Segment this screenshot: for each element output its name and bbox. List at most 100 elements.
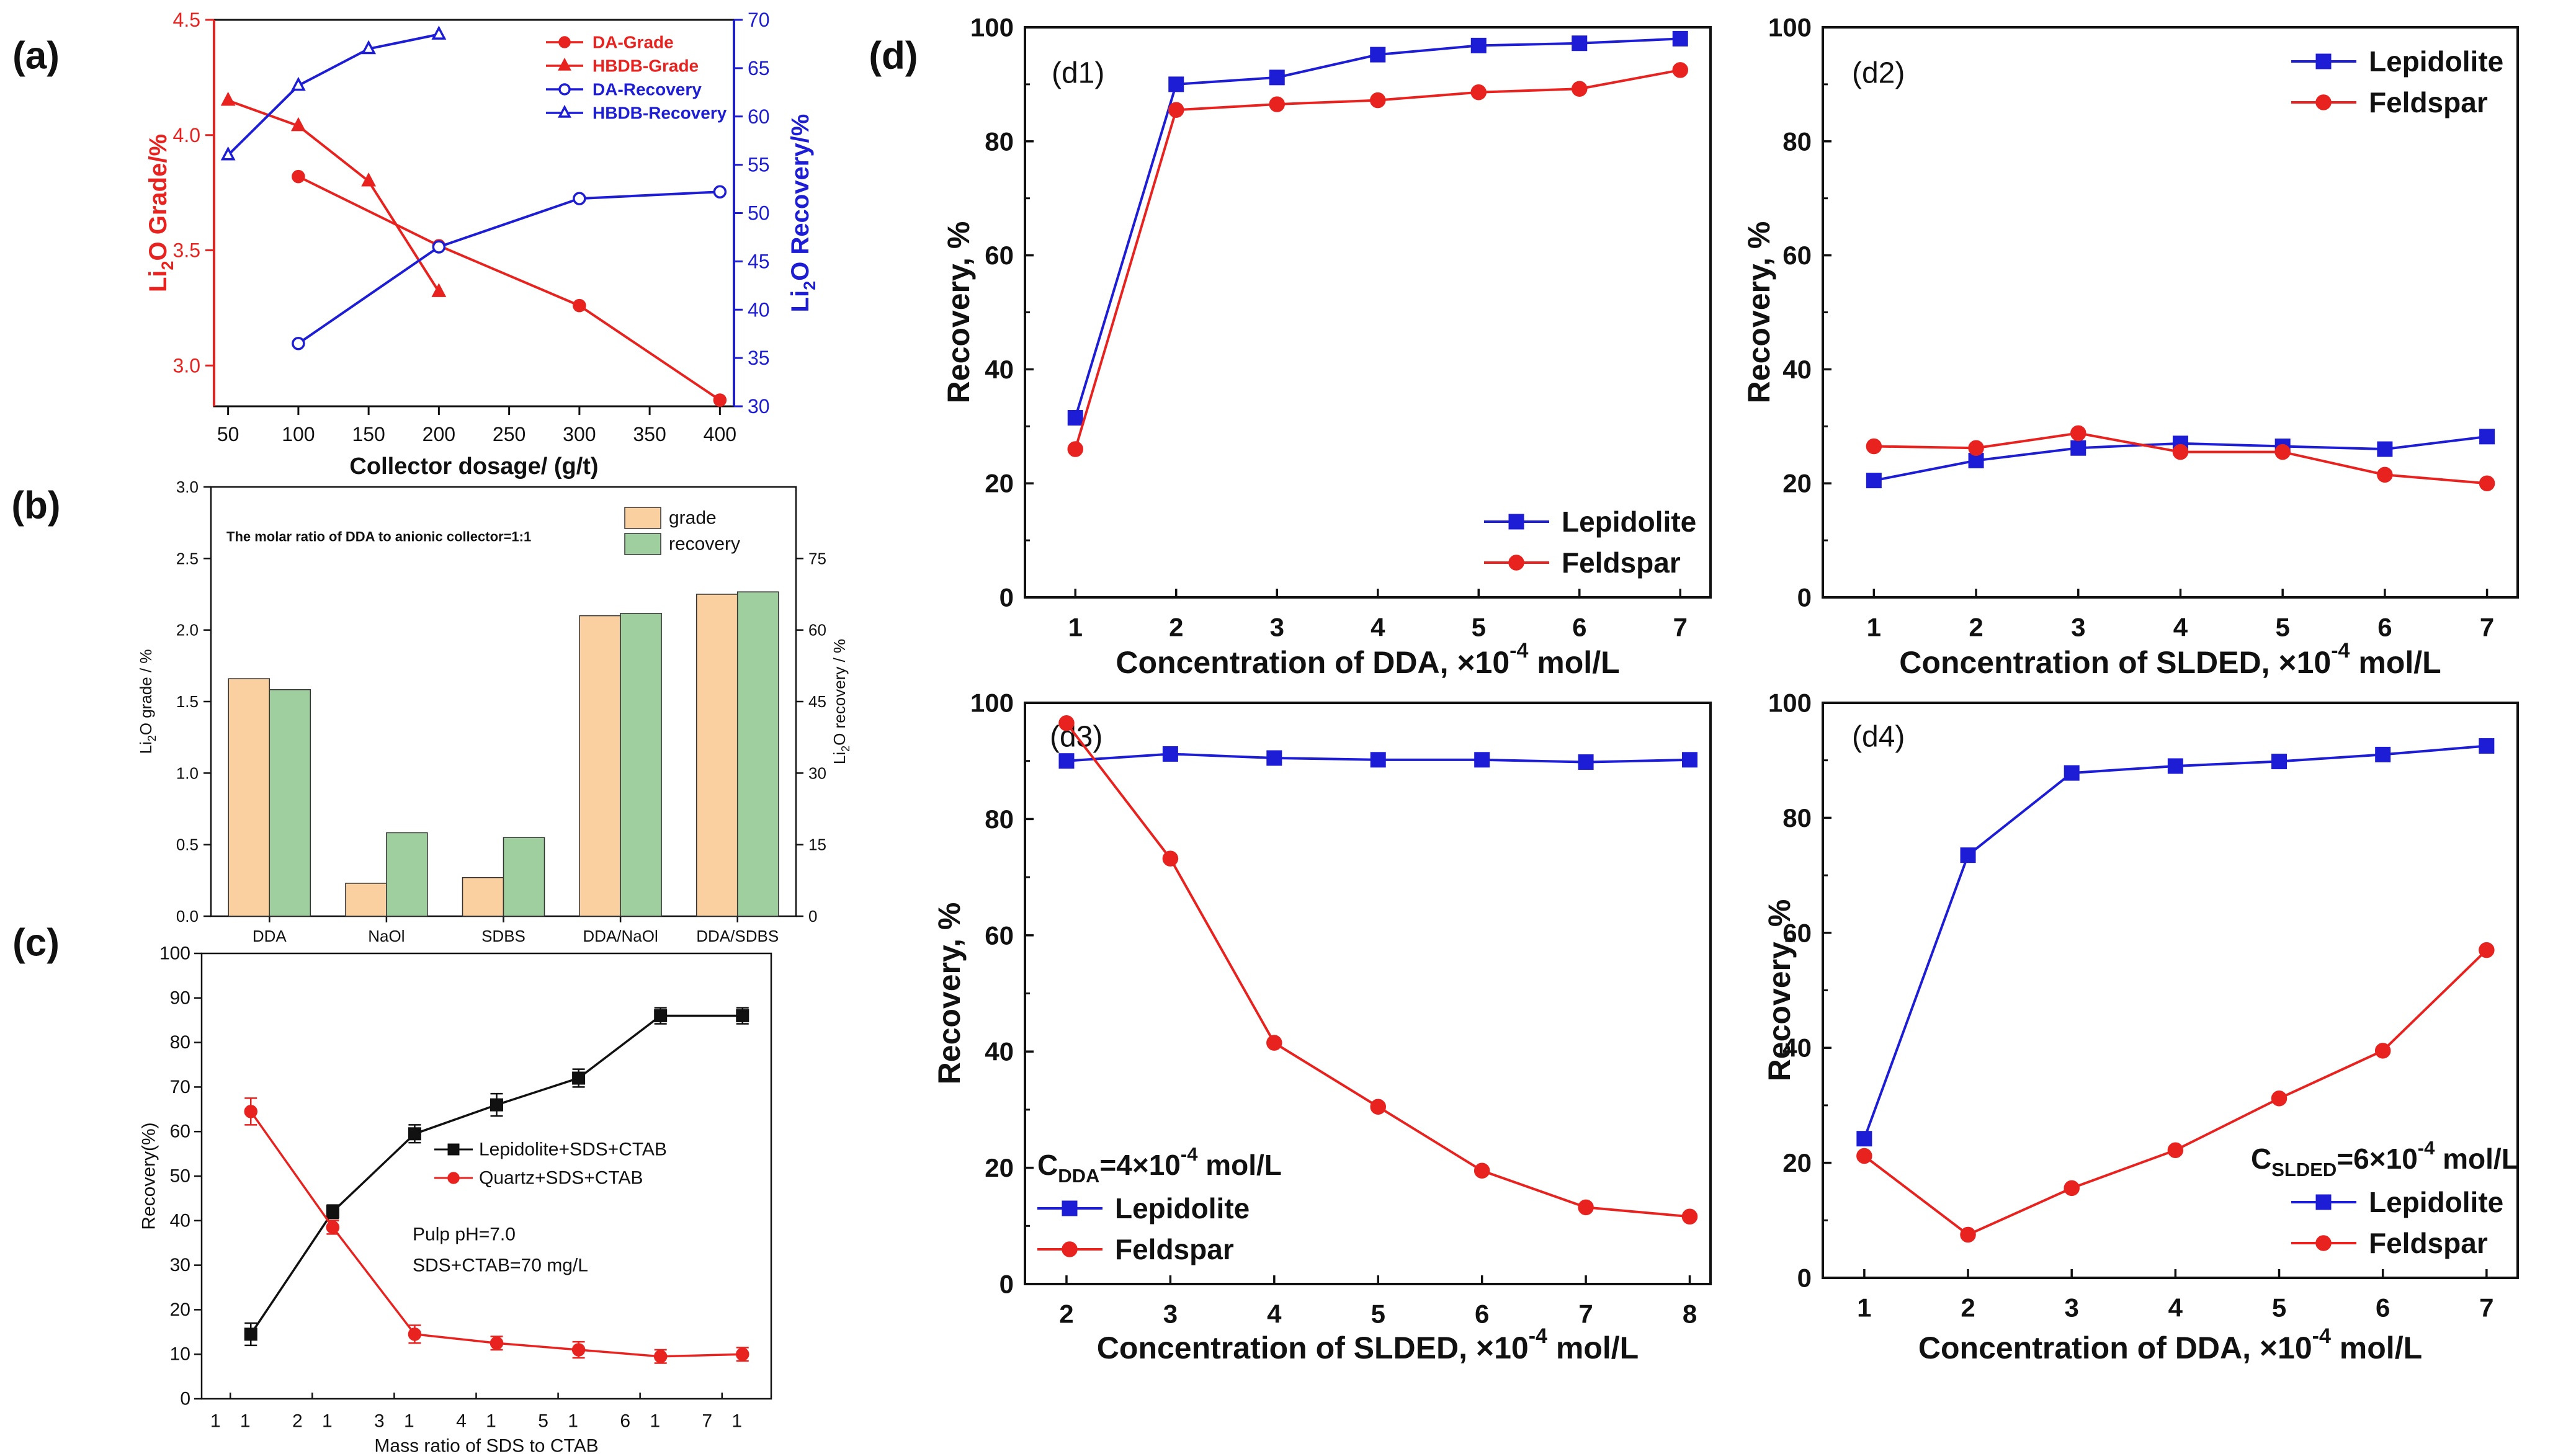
x-axis-title: Concentration of SLDED, ×10-4 mol/L bbox=[1097, 1324, 1639, 1365]
y-tick-label: 80 bbox=[1782, 803, 1812, 832]
data-point bbox=[326, 1220, 340, 1234]
chart-a: 50 100 150 200 250 300 350 400 3.0 3.5 4.0 4.5 30 35 4… bbox=[145, 9, 819, 479]
data-point bbox=[432, 240, 446, 254]
y-axis-title: Recovery, % bbox=[1762, 899, 1797, 1082]
series-line bbox=[1074, 68, 1681, 450]
data-point bbox=[1682, 752, 1698, 768]
y-tick-label: 4.5 bbox=[173, 9, 200, 31]
x-tick-label: DDA/SDBS bbox=[696, 927, 779, 945]
series-feldspar bbox=[1067, 62, 1688, 457]
data-point bbox=[1470, 37, 1487, 53]
y-tick-label: 0 bbox=[180, 1389, 190, 1409]
legend-label: Feldspar bbox=[1562, 546, 1681, 579]
y2-axis-title: Li2O Recovery/% bbox=[787, 114, 819, 313]
data-point bbox=[2479, 738, 2495, 754]
y-axis-title: Li2O Grade/% bbox=[145, 134, 177, 292]
x-tick-label: 7 bbox=[1578, 1300, 1593, 1329]
chart-b: 0.0 0.5 1.0 1.5 2.0 2.5 3.0 0 15 30 45 60 75 Li2O gra… bbox=[136, 478, 852, 945]
x-tick-label: 4 bbox=[2173, 613, 2188, 642]
legend-marker bbox=[2315, 94, 2332, 110]
legend-marker bbox=[558, 105, 571, 118]
bar-grade bbox=[462, 876, 504, 917]
data-point bbox=[2070, 425, 2086, 442]
y2-axis-title: Li2O recovery / % bbox=[830, 639, 852, 764]
legend-label: Quartz+SDS+CTAB bbox=[479, 1168, 643, 1189]
x-tick-label: 1 bbox=[486, 1411, 496, 1432]
panel-label: (c) bbox=[12, 922, 60, 965]
data-point bbox=[2167, 758, 2183, 774]
y-tick-label: 20 bbox=[1782, 469, 1812, 498]
x-tick-label: 7 bbox=[1673, 613, 1688, 642]
data-point bbox=[220, 91, 236, 106]
x-tick-label: 1 bbox=[650, 1411, 660, 1432]
y-tick-label: 80 bbox=[170, 1032, 190, 1053]
x-tick-label: 5 bbox=[538, 1411, 548, 1432]
y-tick-label: 40 bbox=[985, 355, 1014, 384]
y-tick-label: 4.0 bbox=[173, 124, 200, 146]
y-tick-label: 100 bbox=[970, 689, 1014, 718]
panel-label: (d) bbox=[869, 35, 918, 78]
x-tick-label: 400 bbox=[704, 423, 736, 445]
data-point bbox=[2271, 754, 2288, 770]
x-axis-title: Collector dosage/ (g/t) bbox=[349, 453, 598, 479]
data-point bbox=[2479, 475, 2495, 491]
data-point bbox=[2064, 1180, 2080, 1197]
y-tick-label: 60 bbox=[985, 241, 1014, 270]
data-point bbox=[2274, 444, 2291, 460]
y-tick-label: 90 bbox=[170, 988, 190, 1008]
series-feldspar bbox=[1058, 715, 1698, 1225]
series-quartz-sds-ctab bbox=[244, 1097, 749, 1364]
x-tick-label: 4 bbox=[1267, 1300, 1282, 1329]
data-point bbox=[1067, 410, 1083, 426]
legend-label: recovery bbox=[669, 534, 740, 555]
y-axis-title: Recovery, % bbox=[941, 221, 976, 404]
data-point bbox=[2064, 765, 2080, 781]
x-tick-label: 350 bbox=[633, 423, 666, 445]
bar-recovery bbox=[736, 591, 779, 917]
data-point bbox=[1856, 1148, 1872, 1164]
data-point bbox=[490, 1336, 504, 1350]
y2-tick-label: 45 bbox=[748, 250, 770, 272]
x-tick-label: 300 bbox=[563, 423, 596, 445]
y2-tick-label: 30 bbox=[748, 395, 770, 417]
x-tick-label: 5 bbox=[1371, 1300, 1385, 1329]
data-point bbox=[1960, 1226, 1976, 1243]
y-tick-label: 2.0 bbox=[176, 621, 199, 640]
x-tick-label: 100 bbox=[282, 423, 315, 445]
data-point bbox=[2377, 441, 2393, 457]
x-axis-title: Concentration of DDA, ×10-4 mol/L bbox=[1918, 1324, 2422, 1365]
x-tick-label: 5 bbox=[2275, 613, 2289, 642]
series-lepidolite bbox=[1058, 746, 1698, 770]
data-point bbox=[244, 1327, 257, 1341]
x-axis-title: Mass ratio of SDS to CTAB bbox=[374, 1436, 598, 1454]
legend-label: DA-Recovery bbox=[593, 80, 702, 99]
data-point bbox=[2479, 429, 2495, 445]
subpanel-label: (d1) bbox=[1052, 57, 1104, 90]
x-tick-label: 2 bbox=[292, 1411, 303, 1432]
data-point bbox=[292, 169, 305, 184]
y-tick-label: 40 bbox=[1782, 1033, 1812, 1063]
y2-tick-label: 30 bbox=[808, 764, 826, 782]
legend-marker bbox=[558, 36, 571, 48]
x-tick-label: 3 bbox=[374, 1411, 385, 1432]
annotation: Pulp pH=7.0 bbox=[413, 1224, 516, 1245]
x-tick-label: 1 bbox=[210, 1411, 221, 1432]
data-point bbox=[1578, 754, 1594, 770]
legend-label: Lepidolite+SDS+CTAB bbox=[479, 1140, 667, 1160]
legend-label: Feldspar bbox=[2369, 1227, 2488, 1259]
y-tick-label: 0 bbox=[1797, 583, 1812, 612]
y2-tick-label: 50 bbox=[748, 202, 770, 225]
condition-label: CSLDED=6×10-4 mol/L bbox=[2251, 1137, 2519, 1180]
legend-marker bbox=[447, 1143, 460, 1156]
y-tick-label: 0 bbox=[1000, 1270, 1014, 1299]
data-point bbox=[290, 117, 306, 132]
y-tick-label: 0.5 bbox=[176, 836, 199, 854]
y-tick-label: 0 bbox=[1797, 1264, 1812, 1293]
series-feldspar bbox=[1866, 425, 2495, 491]
y-tick-label: 0.0 bbox=[176, 907, 199, 925]
data-point bbox=[1672, 30, 1688, 47]
x-tick-label: 6 bbox=[620, 1411, 630, 1432]
x-tick-label: 2 bbox=[1169, 613, 1183, 642]
legend-swatch bbox=[624, 533, 661, 555]
y-axis-title: Li2O grade / % bbox=[136, 649, 158, 754]
